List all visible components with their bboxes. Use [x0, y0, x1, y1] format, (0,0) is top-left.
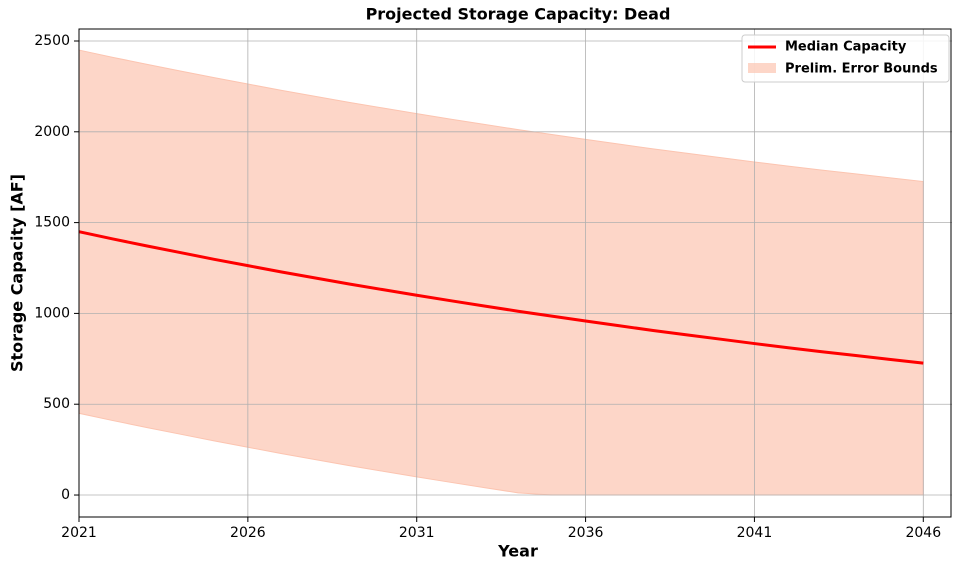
y-tick-label: 500: [43, 396, 70, 412]
x-axis-label: Year: [497, 542, 538, 561]
x-tick-label: 2031: [399, 525, 435, 541]
x-tick-label: 2021: [61, 525, 97, 541]
chart-title: Projected Storage Capacity: Dead: [366, 5, 671, 24]
y-tick-label: 1500: [34, 215, 70, 231]
plot-frame: [78, 28, 952, 518]
x-tick-label: 2041: [737, 525, 773, 541]
median-line: [78, 230, 924, 365]
y-tick-label: 2500: [34, 33, 70, 49]
y-tick-label: 1000: [34, 305, 70, 321]
legend-box: [741, 34, 950, 83]
x-tick-label: 2026: [230, 525, 266, 541]
x-tick-label: 2036: [568, 525, 604, 541]
legend-label: Median Capacity: [785, 40, 907, 55]
legend-swatch: [748, 63, 776, 73]
x-tick-label: 2046: [905, 525, 941, 541]
y-tick-label: 0: [61, 487, 70, 503]
error-band: [78, 49, 924, 496]
y-tick-label: 2000: [34, 124, 70, 140]
y-axis-label: Storage Capacity [AF]: [8, 174, 27, 372]
legend-label: Prelim. Error Bounds: [785, 62, 938, 77]
